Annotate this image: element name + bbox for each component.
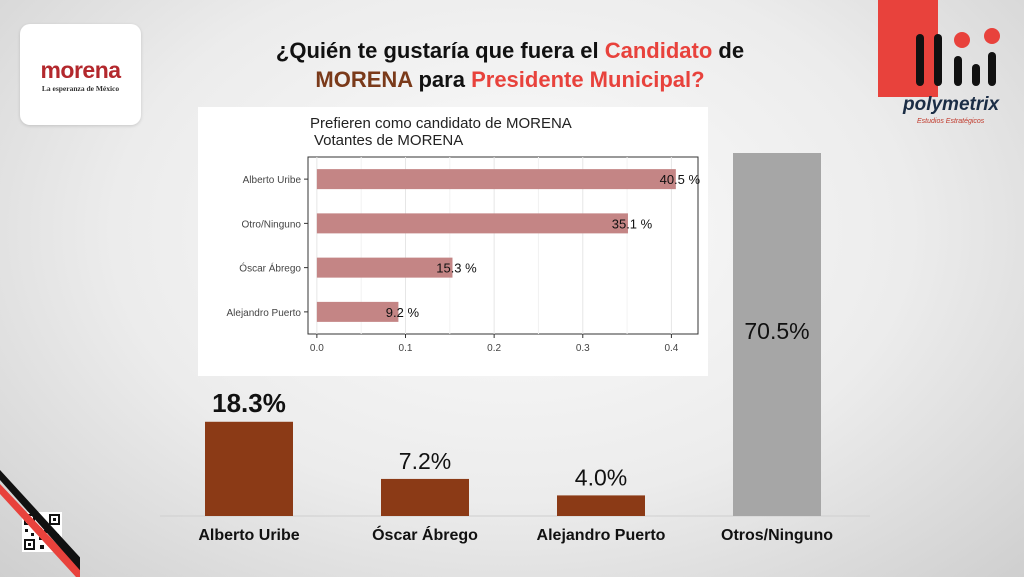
inset-xtick-label: 0.0: [310, 343, 324, 354]
corner-stripes-decoration: [0, 470, 80, 577]
title-part-5: para: [412, 67, 472, 92]
main-bar-label-oscar-abrego: 7.2%: [399, 448, 451, 474]
inset-category-label-alberto-uribe: Alberto Uribe: [243, 175, 302, 186]
main-bar-oscar-abrego: [381, 478, 469, 516]
polymetrix-logo-icon: [916, 28, 1000, 86]
inset-chart-panel: Prefieren como candidato de MORENA Votan…: [198, 107, 708, 376]
title-part-6: Presidente Municipal?: [471, 67, 705, 92]
main-bar-label-otros-ninguno: 70.5%: [744, 318, 809, 344]
inset-bar-label-alberto-uribe: 40.5 %: [660, 172, 701, 187]
morena-logo: morena La esperanza de México: [20, 24, 141, 125]
category-label-otros-ninguno: Otros/Ninguno: [721, 527, 833, 544]
category-label-alejandro-puerto: Alejandro Puerto: [536, 527, 666, 544]
inset-category-label-otro-ninguno: Otro/Ninguno: [242, 219, 302, 230]
slide-title: ¿Quién te gustaría que fuera el Candidat…: [200, 36, 820, 94]
inset-xtick-label: 0.3: [576, 343, 590, 354]
main-bar-otros-ninguno: [733, 153, 821, 516]
title-line-2: MORENA para Presidente Municipal?: [200, 65, 820, 94]
inset-bar-label-oscar-abrego: 15.3 %: [436, 261, 477, 276]
inset-xtick-label: 0.1: [399, 343, 413, 354]
main-bar-label-alejandro-puerto: 4.0%: [575, 464, 627, 490]
inset-bar-alberto-uribe: [316, 169, 676, 190]
title-part-4: MORENA: [315, 67, 413, 92]
inset-bar-oscar-abrego: [316, 257, 453, 278]
inset-bar-chart: 40.5 % 35.1 % 15.3 % 9.2 % Alberto Uribe Otr…: [227, 156, 701, 354]
inset-chart-subtitle: Votantes de MORENA: [314, 132, 464, 149]
inset-bar-label-alejandro-puerto: 9.2 %: [386, 305, 420, 320]
inset-chart-title: Prefieren como candidato de MORENA: [310, 115, 572, 132]
title-part-1: ¿Quién te gustaría que fuera el: [275, 38, 605, 63]
main-bar-label-alberto-uribe: 18.3%: [212, 388, 286, 418]
inset-category-label-alejandro-puerto: Alejandro Puerto: [227, 308, 302, 319]
inset-xtick-label: 0.4: [664, 343, 678, 354]
main-bar-alejandro-puerto: [557, 495, 645, 516]
title-line-1: ¿Quién te gustaría que fuera el Candidat…: [200, 36, 820, 65]
polymetrix-tagline: Estudios Estratégicos: [917, 118, 985, 125]
polymetrix-name: polymetrix: [903, 94, 1000, 115]
logo-word: morena: [40, 57, 121, 83]
inset-bar-alejandro-puerto: [316, 301, 399, 322]
category-label-oscar-abrego: Óscar Ábrego: [372, 527, 478, 544]
inset-xtick-label: 0.2: [487, 343, 501, 354]
inset-bar-otro-ninguno: [316, 213, 628, 234]
logo-tagline: La esperanza de México: [41, 84, 120, 93]
polymetrix-red-block: [878, 0, 938, 97]
inset-bar-label-otro-ninguno: 35.1 %: [612, 216, 653, 231]
title-part-2: Candidato: [604, 38, 713, 63]
main-bar-alberto-uribe: [205, 421, 293, 516]
category-label-alberto-uribe: Alberto Uribe: [198, 527, 300, 544]
inset-category-label-oscar-abrego: Óscar Ábrego: [239, 262, 301, 275]
title-part-3: de: [712, 38, 745, 63]
